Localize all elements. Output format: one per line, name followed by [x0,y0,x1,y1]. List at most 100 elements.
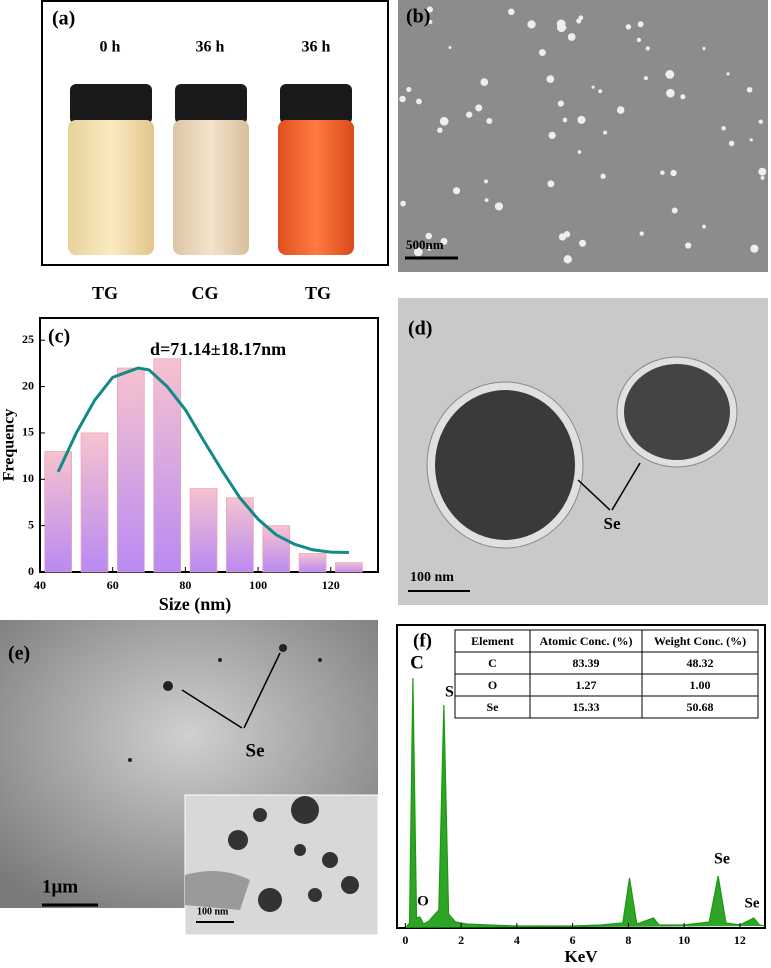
arrow-label: Se [246,740,265,761]
x-axis-label: Size (nm) [159,594,231,615]
particle [428,19,433,25]
particle [440,237,448,245]
table-cell: Element [471,634,514,648]
particle [643,76,648,81]
particle [758,119,763,124]
x-tick-label: 8 [625,933,631,947]
arrows [181,652,281,729]
particle [557,100,564,107]
particle [547,180,555,188]
bar [153,358,182,573]
particle [480,78,489,87]
inset-particles [228,796,359,912]
histogram: 40 60 80 100 120 0 5 10 15 20 25 (c) d=71.14±18.17nm… [1,326,363,615]
sem-image [398,0,768,272]
x-tick-label: 10 [678,933,690,947]
peak-label: Se [745,895,760,911]
bar [189,488,218,573]
particle [448,45,452,49]
particle [671,207,678,214]
particle [665,70,675,79]
x-tick-label: 40 [34,578,46,592]
particle [577,150,582,154]
particle [746,86,753,93]
particle [466,111,473,118]
particle [576,18,582,24]
particle [563,255,572,264]
particle [426,246,432,251]
panel-label: (d) [408,318,432,340]
y-tick-label: 20 [22,378,34,392]
particle [527,20,536,29]
y-axis-label: Frequency [1,409,18,482]
particle [702,46,706,51]
particle [494,202,504,211]
table-cell: 1.27 [576,678,597,692]
particle [685,242,692,249]
particle [758,167,767,176]
particle [579,239,587,247]
x-axis-label: KeV [564,947,598,966]
particles [399,6,767,264]
particle [591,85,595,89]
bar [117,367,145,573]
particle [750,244,759,253]
panel-label: (e) [8,643,30,665]
particle [413,247,423,257]
peak-label: C [410,652,424,673]
bar [335,562,363,573]
particle [660,170,665,176]
nanoparticles [426,356,738,549]
particles [128,644,322,762]
particle [760,175,765,180]
particle [670,169,677,177]
particle [666,88,675,98]
particle [637,21,644,28]
particle [406,86,412,93]
particle [484,179,489,184]
y-tick-label: 10 [22,471,34,485]
particle [598,89,603,94]
bar [262,525,291,573]
particle [425,232,433,240]
particle [600,173,606,179]
fit-curve [56,366,349,555]
y-tick-label: 15 [22,425,34,439]
table-cell: Weight Conc. (%) [654,634,746,648]
arrows [577,462,641,511]
particle [452,187,461,195]
particle [567,33,576,41]
x-tick-label: 6 [570,933,576,947]
particle [437,127,443,133]
particle [603,130,608,135]
table: Element Atomic Conc. (%) Weight Conc. (%) C… [454,629,759,719]
particle [507,8,515,16]
particle [400,200,406,207]
particle [616,106,625,114]
particle [636,37,642,43]
table-cell: C [488,656,497,670]
y-tick-label: 0 [28,564,34,578]
particle [721,126,726,131]
spectrum-line [404,677,766,929]
table-cell: 15.33 [573,700,600,714]
particle [426,6,434,13]
particle [399,95,406,103]
particle [749,138,753,142]
scale-label: 100 nm [410,570,454,585]
particle [639,231,644,236]
particle [645,46,650,51]
panel-label: (a) [52,8,75,30]
panel-label: (c) [48,326,70,348]
particle [486,117,493,125]
table-cell: Atomic Conc. (%) [540,634,633,648]
particle [548,131,556,139]
x-tick-label: 0 [402,933,408,947]
peak-label: O [417,893,429,909]
y-tick-label: 25 [22,332,34,346]
x-tick-label: 60 [107,578,119,592]
y-tick-label: 5 [28,517,34,531]
arrow-label: Se [604,514,621,533]
